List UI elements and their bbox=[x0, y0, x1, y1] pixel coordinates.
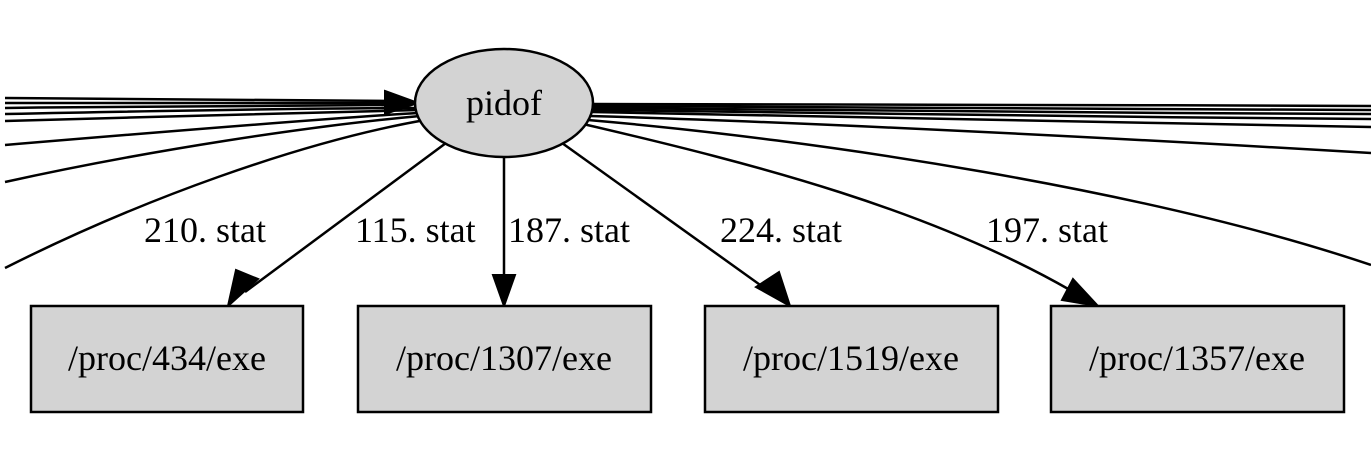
node-pidof: pidof bbox=[413, 47, 595, 159]
arrowhead-icon bbox=[226, 268, 260, 309]
edge-to-proc-434 bbox=[244, 141, 447, 294]
node-proc-1357: /proc/1357/exe bbox=[1049, 304, 1346, 414]
node-label-proc-1307: /proc/1307/exe bbox=[396, 338, 612, 378]
edge-label-proc-1357: 197. stat bbox=[986, 210, 1108, 250]
node-label-pidof: pidof bbox=[466, 83, 542, 123]
edge-label-proc-434: 115. stat bbox=[355, 210, 476, 250]
edge-label-proc-1307: 187. stat bbox=[508, 210, 630, 250]
node-proc-434: /proc/434/exe bbox=[29, 304, 305, 414]
edge-label-offscreen: 210. stat bbox=[144, 210, 266, 250]
edges-to-nodes bbox=[226, 122, 1101, 309]
node-label-proc-434: /proc/434/exe bbox=[68, 338, 266, 378]
arrowhead-icon bbox=[754, 270, 792, 309]
edge-to-proc-1357 bbox=[582, 122, 1071, 292]
arrowhead-icon bbox=[491, 274, 517, 309]
node-proc-1307: /proc/1307/exe bbox=[356, 304, 653, 414]
incoming-edges-left bbox=[4, 89, 426, 270]
arrowhead-icon bbox=[384, 89, 422, 116]
node-proc-1519: /proc/1519/exe bbox=[703, 304, 1000, 414]
edge-to-proc-1519 bbox=[561, 141, 771, 294]
outgoing-edges-right bbox=[587, 102, 1371, 267]
edge-label-proc-1519: 224. stat bbox=[720, 210, 842, 250]
node-label-proc-1357: /proc/1357/exe bbox=[1089, 338, 1305, 378]
arrowhead-icon bbox=[1060, 277, 1101, 308]
node-label-proc-1519: /proc/1519/exe bbox=[743, 338, 959, 378]
